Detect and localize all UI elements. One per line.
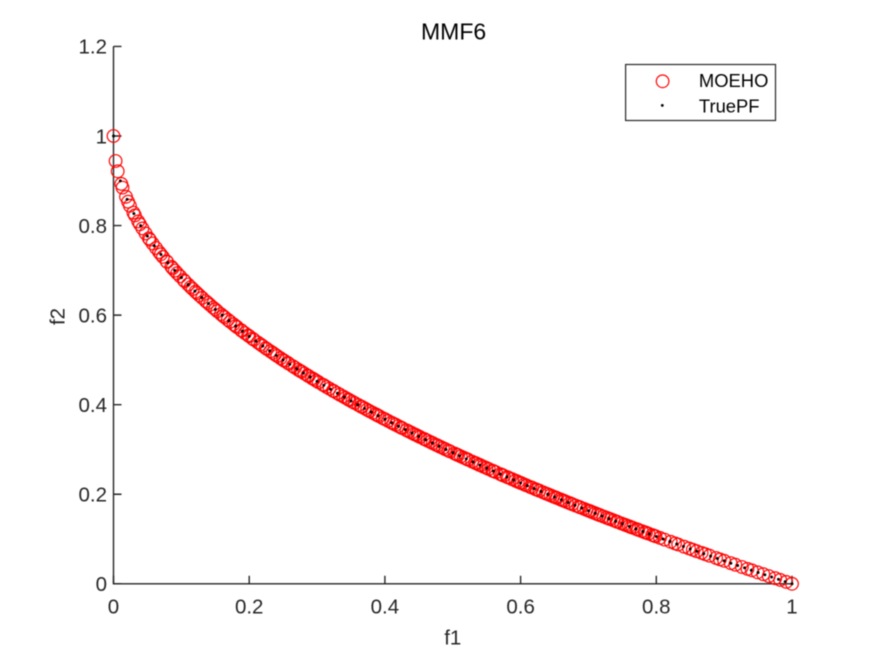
svg-text:MMF6: MMF6 [421,19,486,45]
svg-text:f2: f2 [46,308,69,325]
svg-text:0.8: 0.8 [79,215,108,238]
svg-text:f1: f1 [444,626,461,649]
svg-text:TruePF: TruePF [699,96,760,117]
svg-text:0.8: 0.8 [642,596,671,619]
svg-text:1.2: 1.2 [79,36,108,59]
svg-text:MOEHO: MOEHO [699,70,768,91]
svg-text:0: 0 [96,573,107,596]
svg-text:1: 1 [786,596,797,619]
svg-text:0.6: 0.6 [506,596,535,619]
svg-text:0.2: 0.2 [79,484,108,507]
svg-text:1: 1 [96,125,107,148]
svg-text:0.6: 0.6 [79,304,108,327]
svg-text:0.4: 0.4 [79,394,108,417]
svg-text:0.4: 0.4 [371,596,400,619]
svg-text:0.2: 0.2 [235,596,264,619]
svg-text:0: 0 [108,596,119,619]
